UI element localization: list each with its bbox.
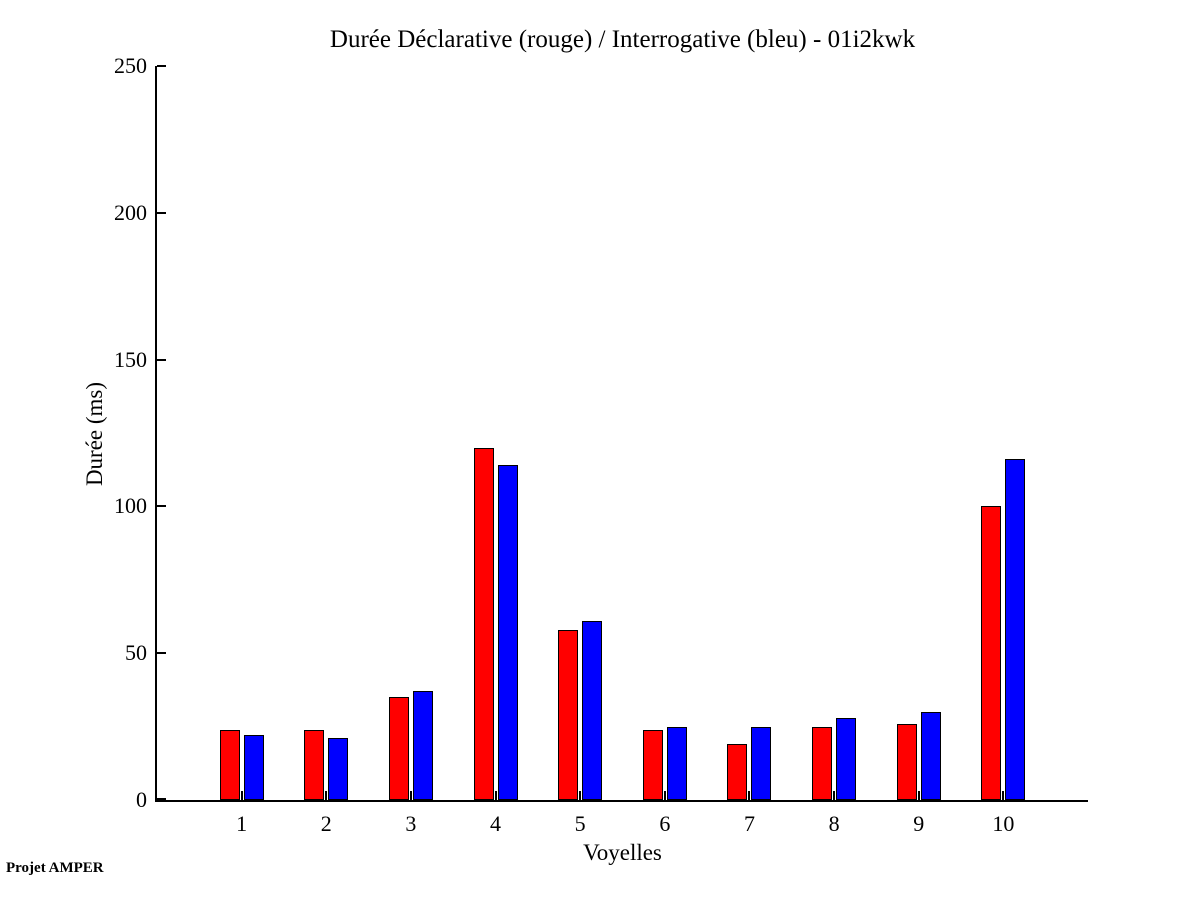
- x-tick-label: 6: [659, 811, 671, 836]
- chart-title: Durée Déclarative (rouge) / Interrogativ…: [329, 26, 916, 53]
- bar-interrogative-8: [836, 717, 857, 800]
- bar-interrogative-9: [920, 711, 941, 800]
- x-axis-label: Voyelles: [583, 840, 662, 865]
- y-tick: [157, 65, 166, 67]
- bar-interrogative-10: [1005, 459, 1026, 800]
- x-tick-label: 3: [405, 811, 417, 836]
- x-tick-label: 10: [992, 811, 1015, 836]
- bar-declarative-8: [812, 726, 833, 800]
- bar-declarative-1: [219, 729, 240, 800]
- bar-interrogative-7: [751, 726, 772, 800]
- y-tick: [157, 505, 166, 508]
- x-tick: [579, 791, 582, 800]
- x-tick-label: 5: [574, 811, 586, 836]
- bar-declarative-4: [473, 447, 494, 800]
- plot-area: 0 50 100 150 200 250 1 2 3 4 5 6 7 8 9 10: [114, 55, 1088, 835]
- y-tick-label: 0: [136, 787, 147, 812]
- bar-declarative-3: [388, 697, 409, 800]
- bar-declarative-2: [304, 729, 325, 800]
- x-tick: [917, 791, 920, 800]
- bar-declarative-6: [642, 729, 663, 800]
- y-tick-label: 50: [125, 640, 147, 666]
- y-tick: [157, 798, 166, 800]
- y-axis-label: Durée (ms): [82, 381, 107, 487]
- y-tick: [157, 358, 166, 361]
- x-tick: [1002, 791, 1005, 800]
- y-tick-label: 100: [114, 493, 147, 519]
- x-tick-label: 9: [913, 811, 925, 836]
- x-tick: [748, 791, 751, 800]
- bar-declarative-10: [981, 506, 1002, 800]
- x-tick: [494, 791, 497, 800]
- x-tick: [409, 791, 412, 800]
- x-tick-label: 2: [320, 811, 332, 836]
- x-tick: [833, 791, 836, 800]
- x-tick: [325, 791, 328, 800]
- bar-declarative-7: [727, 744, 748, 800]
- bar-interrogative-6: [666, 726, 687, 800]
- y-tick-label: 200: [114, 199, 147, 225]
- bar-declarative-9: [896, 723, 917, 800]
- bar-interrogative-3: [412, 691, 433, 800]
- x-tick-label: 4: [490, 811, 502, 836]
- x-tick-label: 1: [236, 811, 248, 836]
- x-tick-label: 8: [828, 811, 840, 836]
- x-tick-label: 7: [743, 811, 755, 836]
- y-tick-label: 250: [114, 53, 147, 78]
- bar-declarative-5: [558, 629, 579, 800]
- x-tick: [240, 791, 243, 800]
- bar-interrogative-4: [497, 465, 518, 800]
- y-tick-label: 150: [114, 346, 147, 372]
- bar-interrogative-2: [328, 738, 349, 800]
- x-tick: [663, 791, 666, 800]
- y-tick: [157, 211, 166, 214]
- footer-note: Projet AMPER: [6, 860, 104, 876]
- bar-interrogative-1: [243, 735, 264, 800]
- bar-interrogative-5: [582, 620, 603, 800]
- y-tick: [157, 652, 166, 655]
